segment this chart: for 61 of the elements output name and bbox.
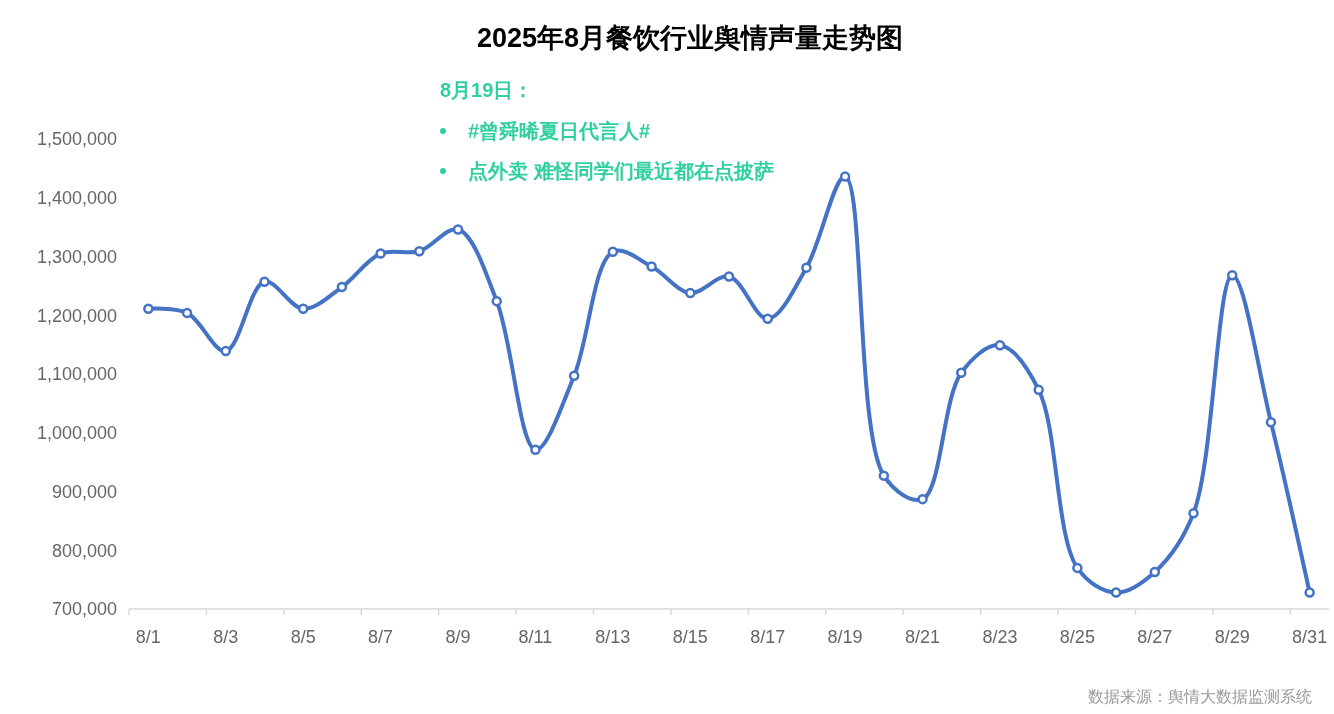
point <box>143 303 154 315</box>
point <box>336 281 348 293</box>
y-tick-label: 1,200,000 <box>36 305 117 326</box>
y-tick-label: 900,000 <box>51 481 117 502</box>
x-tick-label: 8/11 <box>518 627 553 647</box>
y-tick-label: 1,300,000 <box>36 246 117 267</box>
point <box>685 287 696 299</box>
point <box>259 276 270 288</box>
x-tick-label: 8/25 <box>1059 627 1095 647</box>
x-tick-label: 8/21 <box>905 627 941 647</box>
y-tick-label: 1,400,000 <box>36 188 117 209</box>
y-tick-label: 1,500,000 <box>36 129 117 150</box>
x-tick-label: 8/1 <box>135 627 161 647</box>
y-tick-label: 1,100,000 <box>36 364 117 385</box>
annotation: #曾舜晞夏日代言人# <box>468 120 651 142</box>
x-tick-label: 8/15 <box>672 627 708 647</box>
point <box>994 339 1006 351</box>
chart-title: 2025年8月餐饮行业舆情声量走势图 <box>476 23 904 53</box>
point <box>839 171 851 182</box>
point <box>762 313 773 325</box>
point <box>414 245 425 257</box>
point <box>801 262 812 273</box>
x-tick-label: 8/31 <box>1292 627 1328 647</box>
point <box>1188 507 1199 519</box>
y-tick-label: 1,000,000 <box>36 423 117 444</box>
x-tick-label: 8/19 <box>827 627 863 647</box>
point <box>956 367 967 379</box>
point <box>1149 566 1161 578</box>
point <box>607 246 619 258</box>
x-tick-label: 8/5 <box>290 627 316 647</box>
point <box>181 307 193 319</box>
point <box>1072 562 1083 574</box>
x-tick-label: 8/27 <box>1137 627 1173 647</box>
x-tick-label: 8/7 <box>368 627 394 647</box>
point <box>568 370 580 382</box>
point <box>723 271 735 282</box>
point <box>452 224 464 235</box>
y-tick-label: 800,000 <box>51 540 117 561</box>
point <box>375 248 386 259</box>
point <box>491 295 502 307</box>
point <box>1033 384 1044 396</box>
point <box>220 345 232 357</box>
point <box>1265 416 1277 428</box>
point <box>1110 587 1122 598</box>
point <box>530 444 541 456</box>
y-tick-label: 700,000 <box>51 599 117 620</box>
point <box>1304 587 1315 598</box>
source-note: 数据来源：舆情大数据监测系统 <box>1088 688 1312 705</box>
point <box>297 303 309 315</box>
text: 8月19日： <box>440 79 534 101</box>
x-tick-label: 8/13 <box>595 627 631 647</box>
x-tick-label: 8/29 <box>1214 627 1250 647</box>
point <box>878 470 890 481</box>
point <box>917 493 928 505</box>
x-tick-label: 8/17 <box>750 627 786 647</box>
point <box>646 261 657 272</box>
x-tick-label: 8/3 <box>213 627 239 647</box>
x-tick-label: 8/9 <box>445 627 471 647</box>
point <box>1226 270 1238 281</box>
annotation: 点外卖 难怪同学们最近都在点披萨 <box>468 160 774 182</box>
x-tick-label: 8/23 <box>982 627 1018 647</box>
